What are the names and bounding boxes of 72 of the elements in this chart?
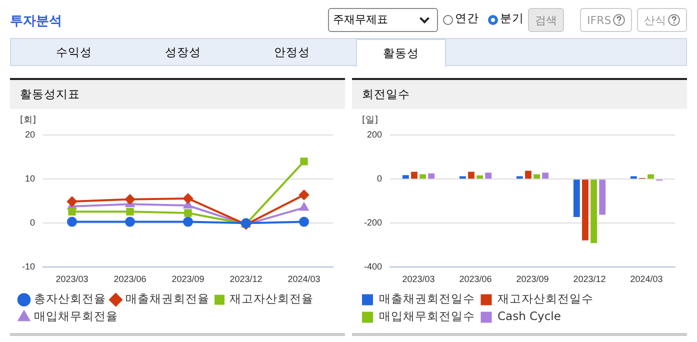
x-tick-label: 2024/03 xyxy=(288,274,320,284)
text: 검색 xyxy=(528,8,564,32)
chart-title: 회전일수 xyxy=(352,80,687,109)
bar xyxy=(573,180,580,217)
bar xyxy=(582,180,588,240)
point xyxy=(67,216,78,227)
x-tick-label: 2023/09 xyxy=(172,274,204,284)
legend-label: 재고자산회전일수 xyxy=(498,292,594,306)
y-axis-title: [회] xyxy=(20,115,36,126)
x-tick-label: 2023/12 xyxy=(230,274,262,284)
bar xyxy=(590,180,597,244)
text: 수익성 xyxy=(55,44,93,61)
text: 성장성 xyxy=(164,44,202,61)
x-tick-label: 2023/06 xyxy=(459,274,492,284)
point xyxy=(183,216,194,227)
y-tick-label: -200 xyxy=(364,218,382,228)
y-axis-title: [일] xyxy=(362,115,378,126)
text: 투자분석 xyxy=(10,13,62,30)
bar xyxy=(630,176,637,179)
y-tick-label: 0 xyxy=(30,218,36,228)
text: 분기 xyxy=(500,11,524,26)
x-tick-label: 2023/03 xyxy=(402,274,435,284)
legend-label: 매입채무회전율 xyxy=(34,309,118,324)
bar xyxy=(485,172,492,179)
bar xyxy=(459,176,466,179)
bar xyxy=(468,172,474,179)
point xyxy=(300,158,308,166)
point xyxy=(183,193,194,204)
y-tick-label: -400 xyxy=(364,262,382,272)
y-tick-label: 10 xyxy=(24,174,36,184)
x-tick-label: 2023/06 xyxy=(114,274,146,284)
x-tick-label: 2024/03 xyxy=(630,274,663,284)
text: IFRS xyxy=(587,14,612,26)
bar xyxy=(648,174,654,179)
y-tick-label: 0 xyxy=(377,174,382,184)
y-tick-label: 200 xyxy=(366,129,382,140)
text: 안정성 xyxy=(273,44,311,61)
point xyxy=(126,208,134,216)
point xyxy=(67,196,78,207)
point xyxy=(68,208,76,216)
text: 연간 xyxy=(455,11,479,26)
chart-title: 활동성지표 xyxy=(10,80,345,109)
point xyxy=(125,216,136,227)
x-tick-label: 2023/12 xyxy=(573,274,606,284)
bar xyxy=(420,174,426,179)
legend-label: 매출채권회전일수 xyxy=(378,292,475,306)
legend-label: 총자산회전율 xyxy=(34,292,106,306)
bar xyxy=(411,172,418,179)
bar xyxy=(599,180,606,215)
bar xyxy=(476,175,483,179)
bar xyxy=(534,174,540,179)
bar xyxy=(525,170,532,179)
bar xyxy=(402,175,409,179)
legend-label: 매입채무회전일수 xyxy=(378,309,475,324)
point xyxy=(125,194,136,204)
text: 주재무제표 xyxy=(328,8,438,32)
x-tick-label: 2023/09 xyxy=(516,274,549,284)
bar xyxy=(516,176,523,179)
text: 산식 xyxy=(644,12,666,28)
point xyxy=(299,216,309,227)
point xyxy=(184,209,192,217)
y-tick-label: -10 xyxy=(22,262,36,272)
y-tick-label: 20 xyxy=(24,129,36,140)
bar xyxy=(428,173,435,179)
x-tick-label: 2023/03 xyxy=(56,274,88,284)
bar xyxy=(542,172,549,179)
point xyxy=(299,190,309,200)
text: 활동성 xyxy=(356,39,446,67)
legend-label: Cash Cycle xyxy=(498,309,561,324)
point xyxy=(300,202,308,211)
legend-label: 재고자산회전율 xyxy=(229,292,314,306)
legend-label: 매출채권회전율 xyxy=(126,292,210,306)
